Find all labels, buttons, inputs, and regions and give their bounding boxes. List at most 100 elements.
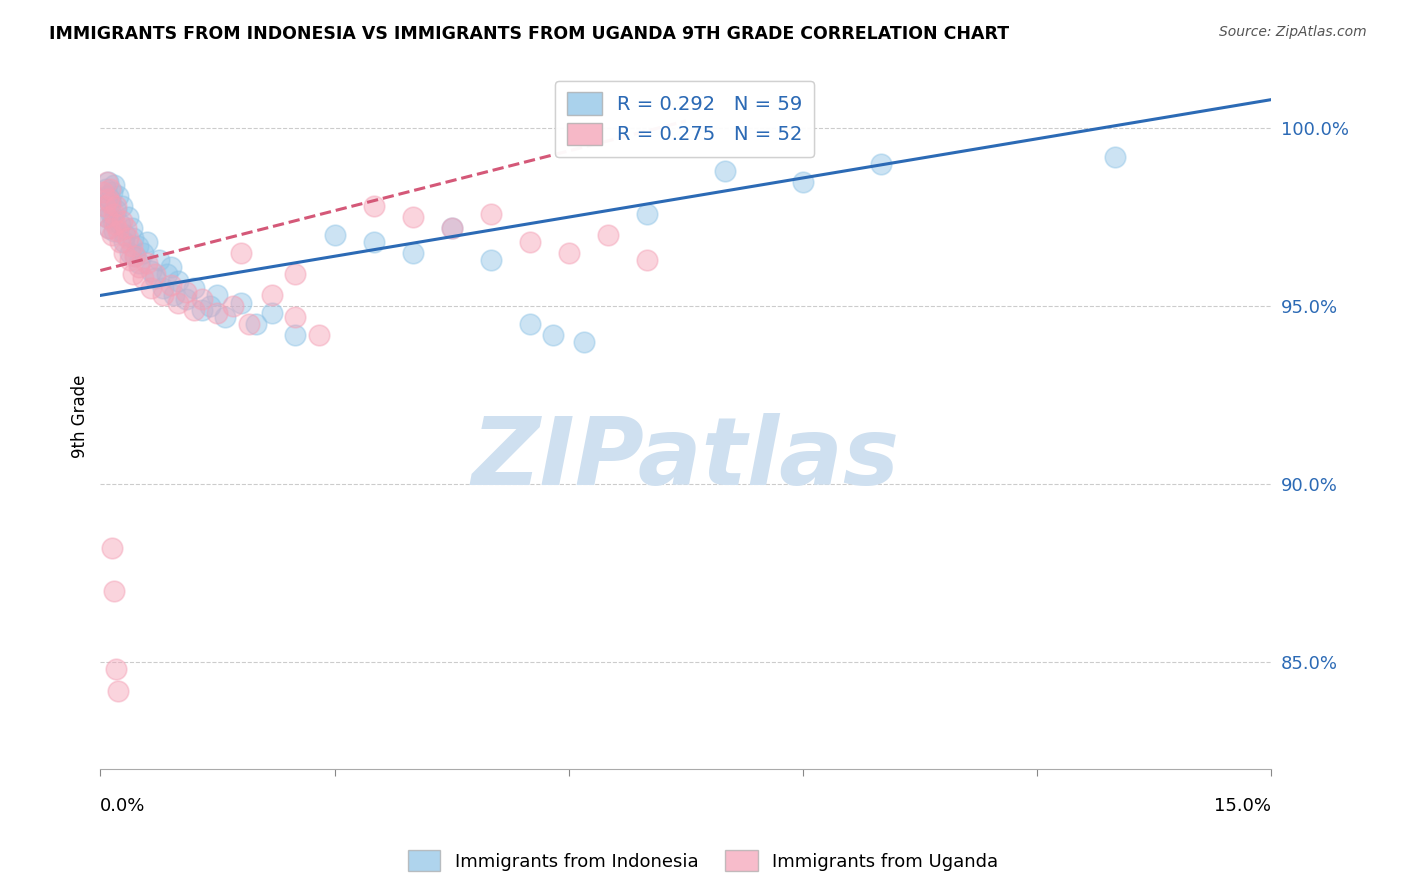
- Point: [869, 157, 891, 171]
- Point: [139, 281, 162, 295]
- Point: [713, 164, 735, 178]
- Point: [98, 195, 121, 210]
- Point: [163, 288, 186, 302]
- Point: [115, 220, 138, 235]
- Point: [96, 174, 118, 188]
- Point: [97, 192, 120, 206]
- Point: [128, 256, 150, 270]
- Point: [127, 238, 149, 252]
- Point: [174, 285, 197, 299]
- Point: [100, 206, 122, 220]
- Point: [96, 210, 118, 224]
- Point: [103, 178, 125, 192]
- Point: [167, 295, 190, 310]
- Point: [107, 683, 129, 698]
- Point: [143, 270, 166, 285]
- Point: [792, 174, 814, 188]
- Point: [183, 281, 205, 295]
- Point: [122, 267, 145, 281]
- Point: [401, 245, 423, 260]
- Point: [636, 206, 658, 220]
- Legend: Immigrants from Indonesia, Immigrants from Uganda: Immigrants from Indonesia, Immigrants fr…: [401, 843, 1005, 879]
- Point: [284, 310, 307, 324]
- Point: [108, 235, 131, 249]
- Point: [104, 202, 127, 217]
- Point: [191, 302, 214, 317]
- Point: [440, 220, 463, 235]
- Point: [101, 227, 124, 242]
- Point: [117, 231, 139, 245]
- Point: [104, 662, 127, 676]
- Point: [284, 327, 307, 342]
- Point: [104, 199, 127, 213]
- Legend: R = 0.292   N = 59, R = 0.275   N = 52: R = 0.292 N = 59, R = 0.275 N = 52: [555, 81, 814, 157]
- Point: [94, 181, 117, 195]
- Point: [108, 217, 131, 231]
- Point: [100, 195, 122, 210]
- Point: [111, 199, 134, 213]
- Point: [229, 245, 252, 260]
- Point: [96, 188, 118, 202]
- Point: [519, 235, 541, 249]
- Point: [156, 267, 179, 281]
- Point: [479, 206, 502, 220]
- Point: [103, 206, 125, 220]
- Point: [100, 181, 122, 195]
- Point: [103, 583, 125, 598]
- Point: [122, 231, 145, 245]
- Point: [245, 317, 267, 331]
- Point: [260, 288, 283, 302]
- Point: [112, 235, 135, 249]
- Point: [174, 292, 197, 306]
- Text: ZIPatlas: ZIPatlas: [471, 413, 900, 505]
- Point: [152, 281, 174, 295]
- Point: [260, 306, 283, 320]
- Point: [121, 238, 143, 252]
- Point: [111, 213, 134, 227]
- Point: [159, 277, 181, 292]
- Point: [308, 327, 330, 342]
- Point: [167, 274, 190, 288]
- Point: [107, 224, 129, 238]
- Point: [132, 270, 155, 285]
- Point: [191, 292, 214, 306]
- Y-axis label: 9th Grade: 9th Grade: [72, 375, 89, 458]
- Point: [117, 210, 139, 224]
- Point: [363, 235, 385, 249]
- Point: [128, 260, 150, 274]
- Point: [124, 249, 146, 263]
- Point: [94, 199, 117, 213]
- Point: [401, 210, 423, 224]
- Point: [183, 302, 205, 317]
- Point: [159, 260, 181, 274]
- Point: [114, 227, 136, 242]
- Point: [101, 541, 124, 555]
- Point: [148, 252, 170, 267]
- Point: [101, 213, 124, 227]
- Text: Source: ZipAtlas.com: Source: ZipAtlas.com: [1219, 25, 1367, 39]
- Point: [107, 188, 129, 202]
- Point: [96, 210, 118, 224]
- Point: [118, 245, 141, 260]
- Point: [97, 220, 120, 235]
- Point: [101, 185, 124, 199]
- Point: [104, 217, 127, 231]
- Text: 0.0%: 0.0%: [100, 797, 146, 815]
- Point: [136, 256, 159, 270]
- Point: [541, 327, 564, 342]
- Point: [136, 235, 159, 249]
- Point: [214, 310, 236, 324]
- Point: [97, 174, 120, 188]
- Point: [152, 288, 174, 302]
- Point: [93, 199, 115, 213]
- Point: [112, 245, 135, 260]
- Point: [222, 299, 245, 313]
- Point: [363, 199, 385, 213]
- Point: [479, 252, 502, 267]
- Point: [97, 220, 120, 235]
- Point: [124, 249, 146, 263]
- Point: [139, 263, 162, 277]
- Point: [207, 288, 229, 302]
- Point: [121, 220, 143, 235]
- Point: [323, 227, 346, 242]
